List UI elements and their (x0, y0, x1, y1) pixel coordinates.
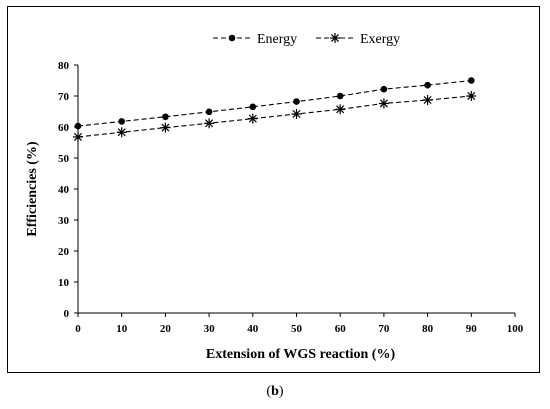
data-point-exergy-stroke (467, 91, 476, 101)
y-axis-title: Efficiencies (%) (25, 141, 40, 237)
data-point-energy (118, 118, 125, 125)
y-tick-label: 0 (64, 308, 70, 320)
data-point-energy (336, 92, 344, 100)
y-tick-label: 80 (58, 60, 70, 72)
y-tick-label: 30 (58, 215, 70, 227)
y-tick-label: 60 (58, 122, 70, 134)
legend-marker-exergy (330, 33, 340, 43)
caption-label: b (271, 384, 279, 399)
data-point-exergy (73, 131, 83, 142)
data-point-exergy (335, 104, 346, 115)
legend-marker-exergy-stroke (330, 33, 340, 43)
data-point-exergy (291, 108, 302, 119)
y-tick-label: 10 (58, 277, 70, 289)
data-point-exergy-stroke (117, 128, 126, 137)
data-point-energy (162, 113, 169, 121)
data-point-exergy-stroke (336, 105, 345, 114)
legend-label-energy: Energy (257, 32, 297, 47)
y-tick-label: 70 (58, 91, 70, 103)
data-point-energy (424, 81, 431, 89)
data-point-exergy-stroke (161, 123, 170, 132)
x-tick-label: 30 (204, 323, 216, 335)
x-tick-label: 70 (378, 323, 390, 335)
data-point-energy (468, 77, 475, 84)
data-point-exergy (466, 91, 477, 101)
data-point-exergy-stroke (379, 99, 388, 108)
x-tick-label: 20 (160, 323, 172, 335)
legend-marker-energy (228, 34, 236, 42)
chart-frame (7, 6, 540, 373)
data-point-exergy (116, 127, 127, 138)
data-point-exergy (204, 118, 215, 129)
series-line-exergy (77, 95, 472, 138)
y-tick-label: 40 (58, 184, 70, 196)
x-tick-label: 80 (422, 323, 434, 335)
data-point-energy (74, 122, 82, 130)
data-point-energy (249, 103, 257, 111)
x-tick-label: 100 (507, 323, 524, 335)
x-tick-label: 60 (335, 323, 347, 335)
y-tick-label: 20 (58, 246, 70, 258)
data-point-exergy-stroke (423, 96, 432, 105)
legend-label-exergy: Exergy (360, 32, 400, 47)
data-point-exergy (247, 113, 258, 124)
data-point-exergy (160, 122, 171, 133)
data-point-exergy (378, 98, 389, 109)
x-tick-label: 0 (75, 323, 81, 335)
data-point-exergy-stroke (248, 114, 257, 123)
y-tick-label: 50 (58, 153, 70, 165)
data-point-exergy-stroke (205, 119, 214, 128)
series-line-energy (77, 79, 472, 127)
x-tick-label: 40 (247, 323, 259, 335)
caption-close: ) (278, 384, 284, 399)
data-point-exergy (422, 95, 433, 106)
data-point-energy (380, 85, 388, 93)
data-point-energy (205, 108, 213, 116)
x-axis-title: Extension of WGS reaction (%) (206, 347, 396, 362)
x-tick-label: 90 (466, 323, 478, 335)
data-point-energy (293, 98, 300, 105)
data-point-exergy-stroke (292, 109, 301, 119)
x-tick-label: 10 (116, 323, 128, 335)
x-tick-label: 50 (291, 323, 303, 335)
caption-open: ( (266, 384, 272, 399)
figure-caption: (b) (0, 384, 550, 400)
data-point-exergy-stroke (73, 132, 83, 141)
chart: 0 10 20 30 40 50 60 70 80 0 10 20 30 40 50 60 70 80 90 100 E… (25, 32, 524, 362)
